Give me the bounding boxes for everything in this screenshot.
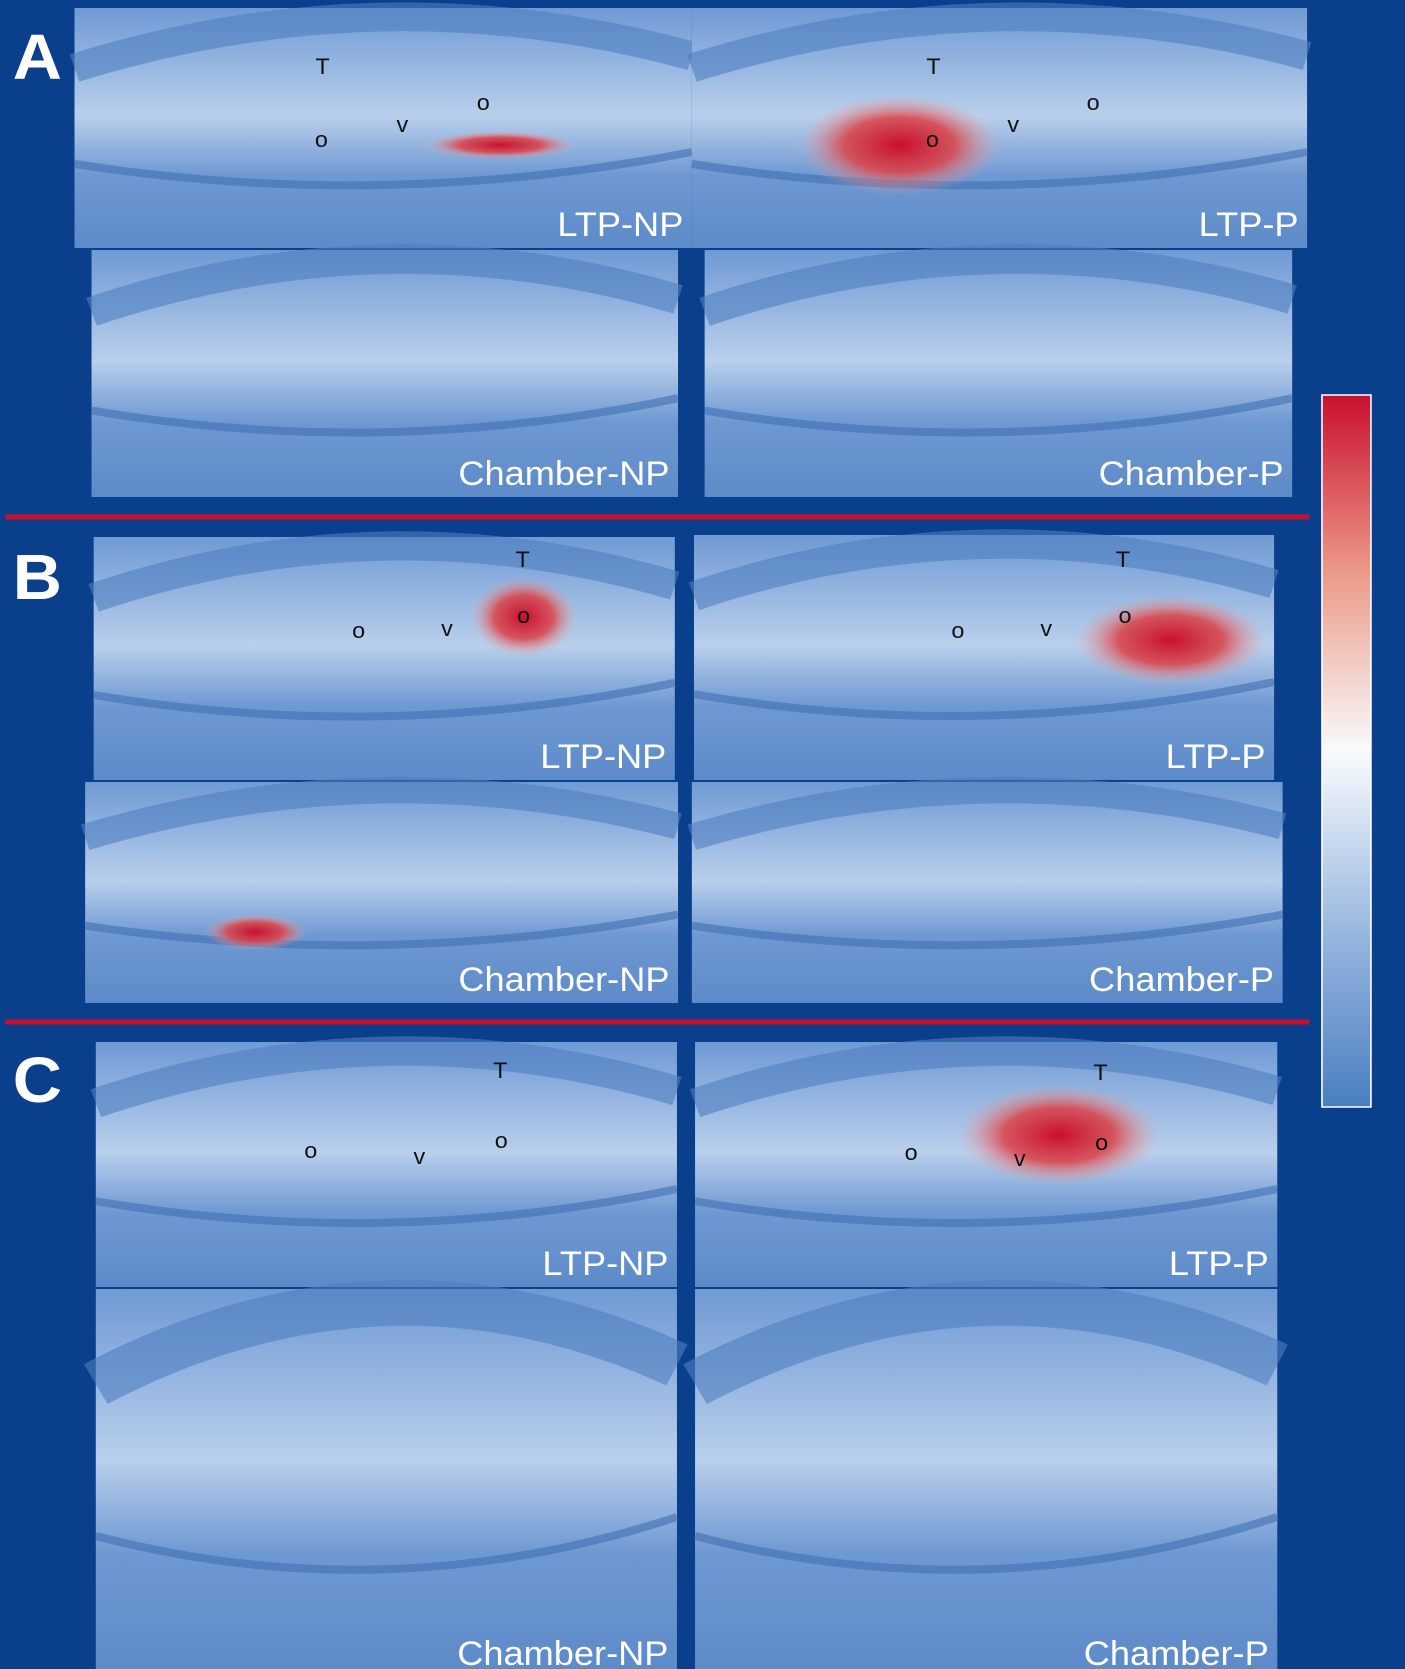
site-marker: v: [441, 616, 453, 641]
image-label: LTP-P: [1169, 1245, 1269, 1283]
panel-letter: A: [13, 22, 62, 94]
image-label: LTP-P: [1199, 206, 1299, 244]
site-marker: o: [517, 603, 530, 628]
activity-hotspot: [958, 1085, 1160, 1185]
activity-hotspot: [204, 914, 306, 950]
site-marker: o: [315, 127, 328, 152]
site-marker: T: [493, 1058, 507, 1083]
site-marker: o: [352, 618, 365, 643]
image-label: LTP-NP: [540, 738, 666, 776]
site-marker: v: [1014, 1146, 1026, 1171]
panel-letter: B: [13, 542, 62, 614]
site-marker: o: [905, 1140, 918, 1165]
image-label: Chamber-P: [1084, 1635, 1269, 1669]
image-label: LTP-NP: [542, 1245, 668, 1283]
figure: A To v o LTP-NP To v o LTP-P Chamber-NP Chamber-P B…: [0, 0, 1405, 1669]
site-marker: o: [926, 127, 939, 152]
activity-hotspot: [1075, 595, 1267, 685]
site-marker: o: [1087, 90, 1100, 115]
page: {"figure": {"panels": [ {"letter": "A", …: [0, 0, 1405, 1669]
activity-hotspot: [426, 131, 575, 159]
image-label: LTP-P: [1166, 738, 1266, 776]
site-marker: v: [1040, 616, 1052, 641]
image-label: LTP-NP: [557, 206, 683, 244]
panel-letter: C: [13, 1045, 62, 1117]
site-marker: o: [477, 90, 490, 115]
site-marker: o: [304, 1138, 317, 1163]
image-label: Chamber-P: [1099, 455, 1284, 493]
image-label: Chamber-NP: [457, 1635, 668, 1669]
site-marker: T: [515, 547, 529, 572]
site-marker: v: [396, 112, 408, 137]
site-marker: v: [414, 1144, 426, 1169]
site-marker: o: [951, 618, 964, 643]
site-marker: T: [926, 54, 940, 79]
image-label: Chamber-NP: [458, 961, 669, 999]
site-marker: T: [1116, 547, 1130, 572]
site-marker: T: [1093, 1060, 1107, 1085]
site-marker: o: [495, 1128, 508, 1153]
site-marker: T: [315, 54, 329, 79]
site-marker: o: [1095, 1130, 1108, 1155]
activity-hotspot: [798, 95, 1000, 195]
image-label: Chamber-P: [1089, 961, 1274, 999]
colorbar: [1322, 395, 1371, 1107]
site-marker: o: [1119, 603, 1132, 628]
site-marker: v: [1007, 112, 1019, 137]
image-label: Chamber-NP: [458, 455, 669, 493]
